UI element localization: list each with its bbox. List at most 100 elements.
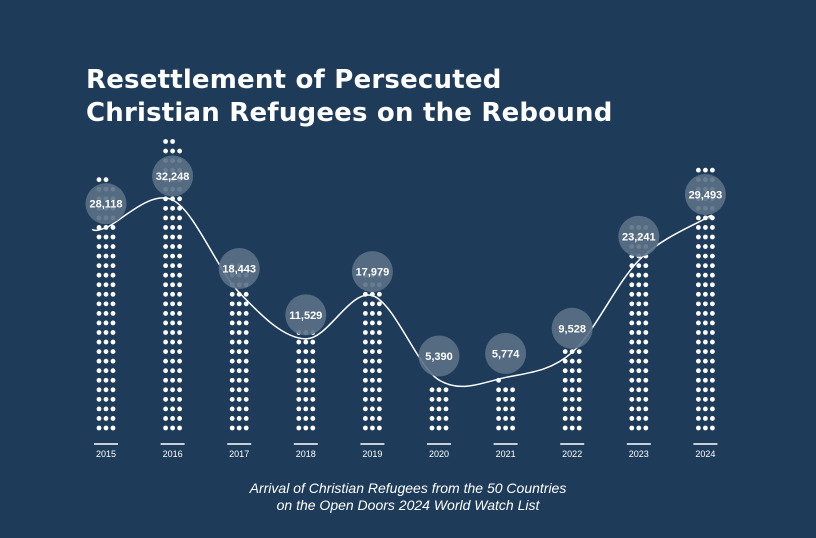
- dot: [703, 167, 708, 173]
- dot: [363, 368, 368, 374]
- x-tick-label-2016: 2016: [163, 449, 183, 459]
- dot: [96, 282, 102, 288]
- dot: [696, 215, 701, 221]
- dot: [436, 425, 442, 431]
- dot: [377, 396, 382, 402]
- dot: [110, 387, 116, 393]
- dot: [177, 377, 183, 383]
- dot: [243, 330, 249, 335]
- dot: [636, 406, 642, 412]
- dot: [636, 320, 642, 326]
- dot: [236, 387, 242, 393]
- dot: [110, 358, 116, 364]
- dot: [696, 253, 701, 259]
- dot: [636, 263, 642, 269]
- dot: [229, 330, 235, 335]
- x-tick-label-2017: 2017: [229, 449, 249, 459]
- dot: [103, 406, 109, 412]
- dot: [170, 396, 176, 402]
- dot: [110, 263, 116, 269]
- dot: [703, 244, 708, 249]
- dot: [303, 406, 309, 412]
- dot: [177, 416, 183, 421]
- trend-line: [91, 197, 713, 388]
- dot: [703, 425, 708, 431]
- dot: [163, 291, 169, 297]
- dot: [370, 301, 375, 307]
- dot: [303, 396, 309, 402]
- dot: [163, 225, 169, 230]
- dot: [163, 339, 169, 345]
- dot: [177, 253, 183, 259]
- dot: [643, 425, 649, 431]
- value-bubble-2017: [218, 248, 260, 290]
- dot: [236, 311, 242, 316]
- dot: [170, 311, 176, 316]
- dot: [370, 425, 375, 431]
- dot: [696, 425, 701, 431]
- dot: [363, 301, 368, 307]
- dot: [703, 387, 708, 393]
- dot: [703, 358, 708, 364]
- dot: [370, 349, 375, 354]
- dot: [103, 377, 109, 383]
- dot: [696, 244, 701, 249]
- dot: [569, 425, 575, 431]
- dot: [643, 358, 649, 364]
- chart-title: Resettlement of Persecuted Christian Ref…: [86, 64, 613, 130]
- dot: [576, 349, 582, 354]
- dot: [636, 330, 642, 335]
- dot: [110, 377, 116, 383]
- dot: [243, 291, 249, 297]
- dot: [503, 387, 508, 393]
- dot: [243, 320, 249, 326]
- dot: [243, 311, 249, 316]
- dot: [310, 387, 316, 393]
- dot: [110, 244, 116, 249]
- dot: [429, 387, 435, 393]
- dot: [703, 396, 708, 402]
- data-label-2019: 17,979: [356, 267, 390, 279]
- dot: [696, 272, 701, 278]
- dot: [436, 406, 442, 412]
- dot: [110, 349, 116, 354]
- dot: [236, 358, 242, 364]
- dot: [696, 349, 701, 354]
- dot: [177, 205, 183, 211]
- dot: [629, 311, 635, 316]
- dot: [696, 320, 701, 326]
- dot: [377, 377, 382, 383]
- dot: [163, 244, 169, 249]
- dot: [229, 377, 235, 383]
- x-axis: 2015 2016 2017 2018 2019 2020 2021 2022 2023 2024: [94, 443, 718, 459]
- dot: [170, 425, 176, 431]
- dot: [636, 396, 642, 402]
- dot: [163, 301, 169, 307]
- dot: [710, 387, 715, 393]
- dot: [510, 416, 515, 421]
- dot: [710, 416, 715, 421]
- dot: [310, 416, 316, 421]
- dot: [503, 425, 508, 431]
- dot: [177, 387, 183, 393]
- dot: [503, 396, 508, 402]
- dot: [177, 282, 183, 288]
- dot: [710, 311, 715, 316]
- dot: [96, 234, 102, 240]
- dot: [643, 387, 649, 393]
- dot: [636, 282, 642, 288]
- dot: [243, 368, 249, 374]
- dot: [696, 377, 701, 383]
- dot: [229, 387, 235, 393]
- dot: [296, 387, 302, 393]
- x-tick-label-2020: 2020: [429, 449, 449, 459]
- dot: [170, 339, 176, 345]
- dot: [96, 272, 102, 278]
- dot: [703, 234, 708, 240]
- dot: [243, 301, 249, 307]
- x-tick-label-2023: 2023: [629, 449, 649, 459]
- dot: [177, 330, 183, 335]
- dot: [96, 387, 102, 393]
- dot: [703, 330, 708, 335]
